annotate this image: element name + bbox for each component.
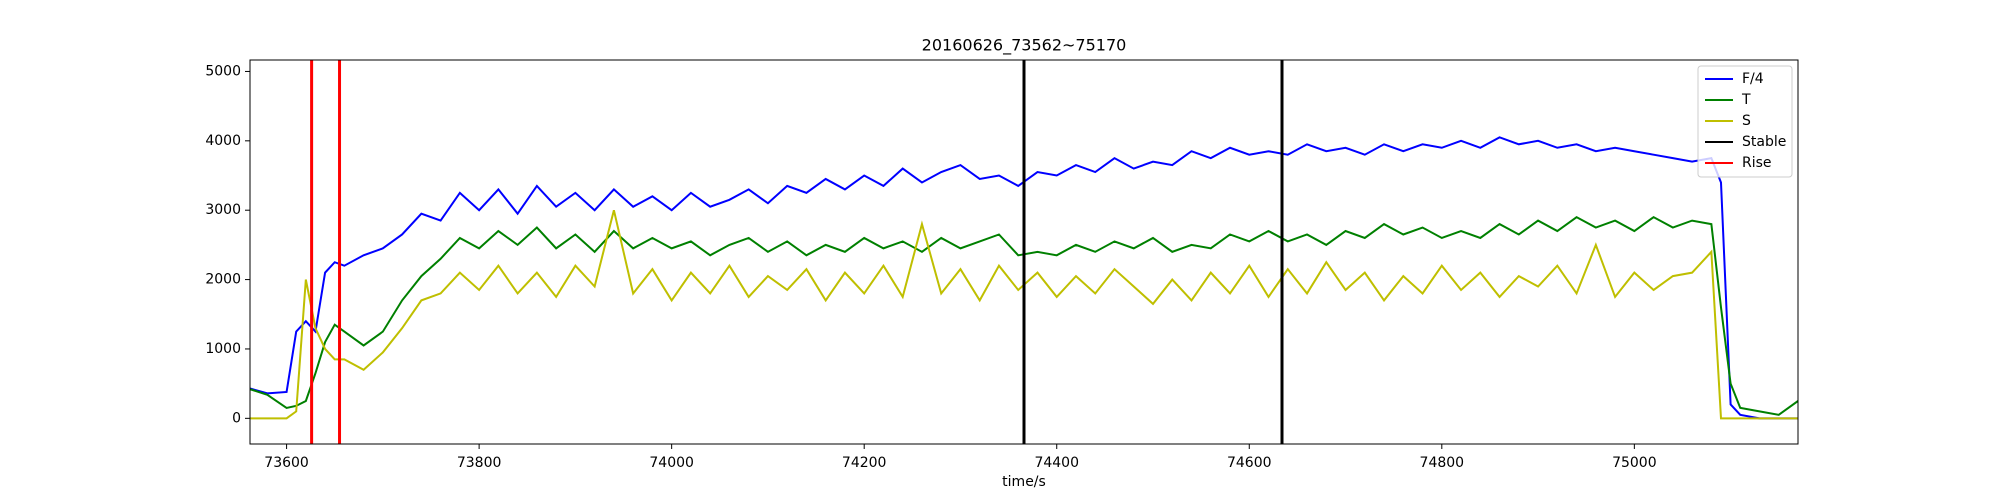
legend-box (1697, 65, 1793, 178)
x-tick-label: 74600 (1227, 455, 1272, 471)
x-tick-label: 74400 (1034, 455, 1079, 471)
legend-label: Stable (1742, 134, 1786, 150)
legend: F/4 TS Stable Rise (1697, 65, 1793, 178)
y-tick-label: 4000 (205, 133, 241, 149)
x-tick-label: 75000 (1612, 455, 1657, 471)
plot-frame (249, 59, 1799, 445)
x-tick-label: 73800 (457, 455, 502, 471)
legend-label: Rise (1742, 155, 1772, 171)
x-tick-label: 73600 (264, 455, 309, 471)
x-tick-label: 74800 (1420, 455, 1465, 471)
y-tick-label: 0 (232, 410, 241, 426)
series-line (250, 209, 1798, 420)
legend-label: F/4 (1742, 71, 1764, 87)
legend-label: T (1741, 92, 1751, 108)
y-tick-label: 1000 (205, 341, 241, 357)
x-tick-label: 74200 (842, 455, 887, 471)
x-tick-label: 74000 (649, 455, 694, 471)
y-tick-label: 3000 (205, 202, 241, 218)
series-line (250, 215, 1798, 416)
x-axis-label: time/s (1002, 474, 1046, 490)
y-tick-label: 2000 (205, 272, 241, 288)
chart-title: 20160626_73562~75170 (922, 36, 1127, 56)
y-tick-label: 5000 (205, 63, 241, 79)
legend-label: S (1742, 113, 1751, 129)
series-line (250, 136, 1798, 420)
